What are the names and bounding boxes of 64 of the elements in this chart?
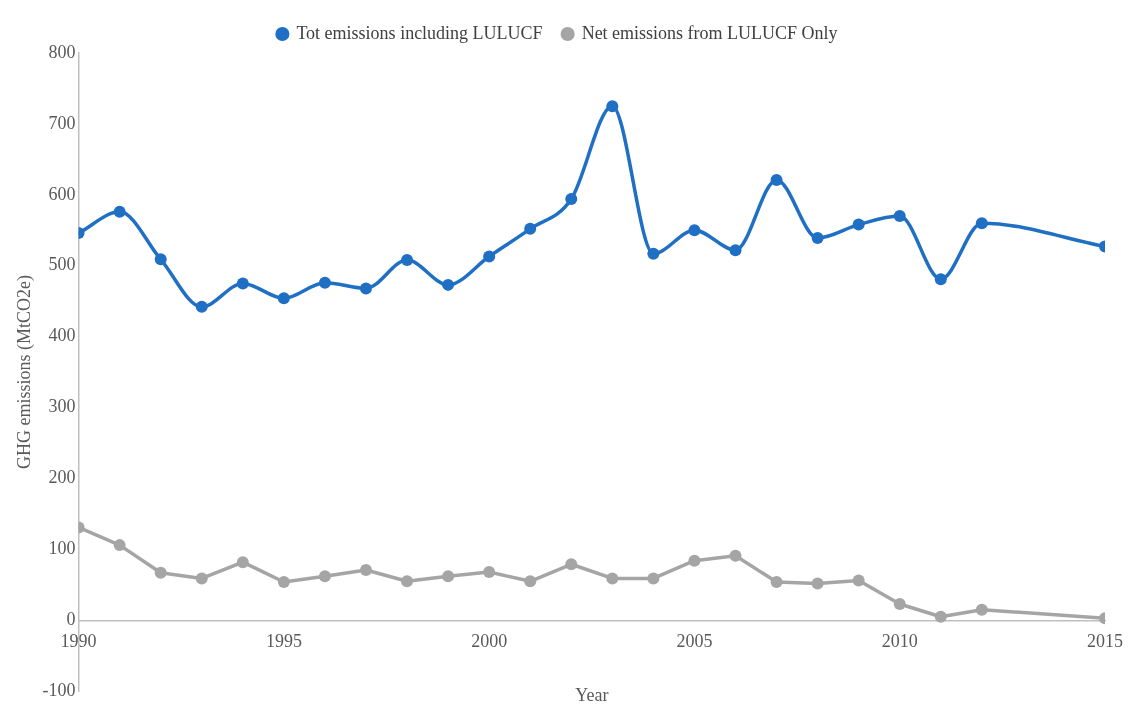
point — [606, 100, 619, 113]
y-tick-label: 100 — [48, 538, 76, 559]
point — [729, 244, 742, 257]
y-tick-label: 200 — [48, 467, 76, 488]
point — [442, 278, 455, 291]
point — [934, 273, 947, 286]
point — [154, 253, 167, 266]
point — [688, 554, 701, 567]
y-tick-label: 500 — [48, 254, 76, 275]
point — [483, 566, 496, 579]
point — [565, 558, 578, 571]
point — [770, 576, 783, 588]
point — [401, 575, 414, 588]
x-tick-label: 2000 — [471, 630, 508, 651]
point — [770, 173, 783, 186]
point — [195, 572, 208, 585]
point — [442, 570, 455, 583]
point — [277, 292, 290, 305]
point — [811, 232, 824, 245]
y-tick-label: 600 — [48, 183, 76, 204]
point — [113, 539, 126, 552]
x-axis-title: Year — [575, 685, 609, 705]
point — [729, 549, 742, 562]
point — [811, 577, 824, 590]
legend-label: Tot emissions including LULUCF — [296, 22, 543, 43]
y-tick-label: 300 — [48, 396, 76, 417]
point — [893, 210, 906, 223]
point — [113, 205, 126, 218]
point — [852, 574, 865, 587]
y-axis-title: GHG emissions (MtCO2e) — [13, 275, 35, 470]
point — [852, 218, 865, 231]
legend-label: Net emissions from LULUCF Only — [581, 22, 838, 43]
y-tick-label: 400 — [48, 325, 76, 346]
point — [934, 610, 947, 623]
x-tick-label: 1990 — [60, 630, 97, 651]
point — [318, 276, 331, 289]
point — [688, 224, 701, 237]
point — [647, 247, 660, 260]
point — [647, 572, 660, 585]
point — [401, 254, 414, 267]
point — [483, 250, 496, 263]
point — [318, 570, 331, 583]
x-tick-label: 2005 — [676, 630, 713, 651]
point — [524, 575, 537, 588]
y-tick-label: 700 — [48, 112, 76, 133]
x-tick-label: 2010 — [881, 630, 918, 651]
point — [236, 556, 249, 569]
y-tick-label: 0 — [66, 609, 76, 630]
point — [236, 277, 249, 290]
point — [359, 282, 372, 295]
point — [154, 566, 167, 579]
point — [195, 300, 208, 313]
point — [606, 572, 619, 585]
point — [975, 217, 988, 230]
point — [277, 576, 290, 588]
x-tick-label: 1995 — [265, 630, 302, 651]
point — [565, 193, 578, 206]
point — [524, 222, 537, 235]
y-tick-label: -100 — [42, 679, 76, 700]
point — [359, 563, 372, 576]
x-tick-label: 2015 — [1087, 630, 1123, 651]
point — [975, 603, 988, 616]
y-tick-label: 800 — [48, 41, 76, 62]
point — [893, 597, 906, 610]
